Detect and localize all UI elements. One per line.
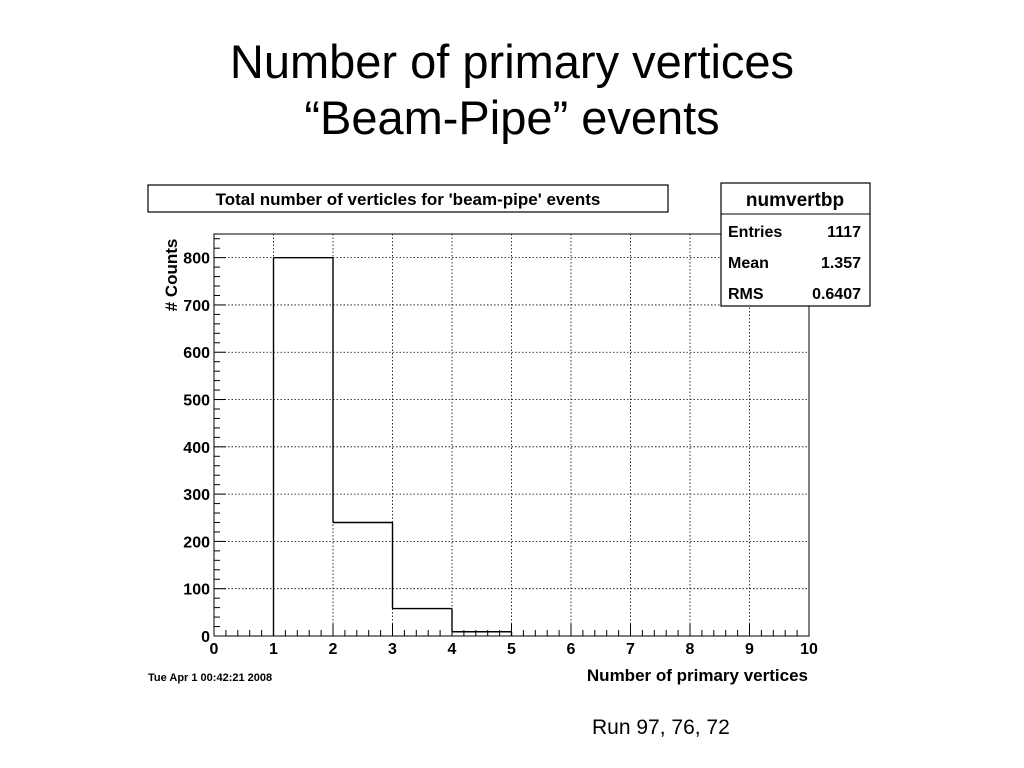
stats-entries-value: 1117 — [827, 224, 861, 241]
slide-title: Number of primary vertices “Beam-Pipe” e… — [0, 34, 1024, 146]
y-tick-label: 0 — [201, 629, 210, 646]
stats-rms-label: RMS — [728, 286, 764, 303]
chart-title-box: Total number of verticles for 'beam-pipe… — [147, 184, 669, 213]
y-tick-label: 800 — [183, 251, 210, 268]
stats-entries-label: Entries — [728, 224, 782, 241]
y-tick-label: 400 — [183, 440, 210, 457]
y-tick-label: 600 — [183, 345, 210, 362]
y-axis-title: # Counts — [162, 239, 181, 312]
y-tick-labels: 0 100 200 300 400 500 600 700 800 — [183, 251, 210, 646]
y-tick-label: 700 — [183, 298, 210, 315]
y-tick-label: 500 — [183, 393, 210, 410]
histogram-bars — [272, 256, 513, 636]
x-tick-label: 0 — [210, 641, 219, 658]
x-tick-label: 10 — [800, 641, 818, 658]
stats-box: numvertbp Entries 1117 Mean 1.357 RMS 0.… — [720, 182, 871, 307]
axis-ticks — [213, 238, 810, 637]
x-tick-label: 7 — [626, 641, 635, 658]
grid-lines — [214, 234, 809, 636]
slide-title-line-2: “Beam-Pipe” events — [304, 91, 720, 144]
x-tick-label: 4 — [448, 641, 457, 658]
x-tick-label: 8 — [686, 641, 695, 658]
x-tick-label: 3 — [388, 641, 397, 658]
slide-title-line-1: Number of primary vertices — [229, 35, 795, 88]
stats-box-name: numvertbp — [746, 190, 844, 211]
run-caption: Run 97, 76, 72 — [592, 716, 730, 739]
timestamp: Tue Apr 1 00:42:21 2008 — [148, 672, 272, 684]
x-tick-label: 1 — [269, 641, 278, 658]
chart-title: Total number of verticles for 'beam-pipe… — [216, 190, 601, 209]
x-tick-label: 2 — [329, 641, 338, 658]
x-tick-label: 5 — [507, 641, 516, 658]
y-tick-label: 300 — [183, 487, 210, 504]
stats-mean-value: 1.357 — [821, 255, 861, 272]
x-tick-labels: 0 1 2 3 4 5 6 7 8 9 10 — [210, 641, 818, 658]
x-tick-label: 9 — [745, 641, 754, 658]
x-tick-label: 6 — [567, 641, 576, 658]
stats-mean-label: Mean — [728, 255, 769, 272]
x-axis-title: Number of primary vertices — [587, 666, 808, 685]
stats-rms-value: 0.6407 — [812, 286, 861, 303]
y-tick-label: 200 — [183, 534, 210, 551]
y-tick-label: 100 — [183, 582, 210, 599]
